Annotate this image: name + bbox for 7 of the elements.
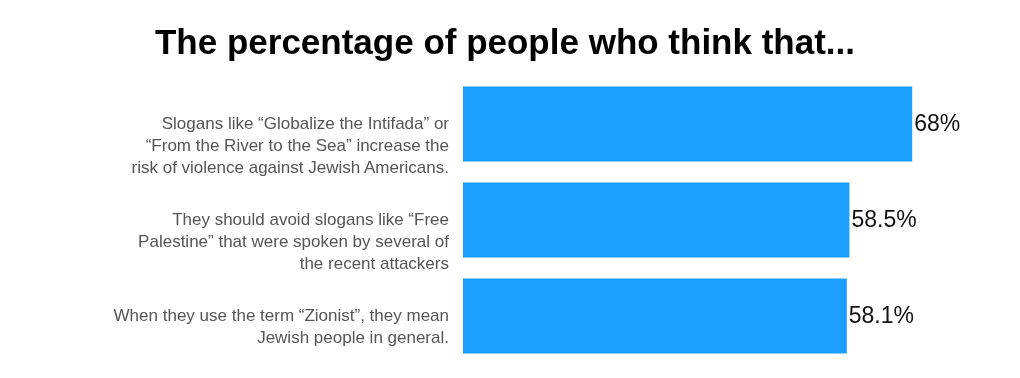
- chart-title: The percentage of people who think that...: [154, 22, 856, 61]
- y-tick-label: They should avoid slogans like “Free Palestine” that were spoken by several of the recent attackers: [138, 210, 450, 273]
- data-label: 58.5%: [851, 206, 917, 232]
- y-tick-label: Slogans like “Globalize the Intifada” or “From the River to the Sea” increase the risk of violence against Jewish Americans.: [131, 113, 450, 177]
- data-label: 68%: [914, 109, 961, 136]
- y-tick-label: When they use the term “Zionist”, they mean Jewish people in general.: [113, 306, 449, 348]
- data-label: 58.1%: [848, 302, 914, 329]
